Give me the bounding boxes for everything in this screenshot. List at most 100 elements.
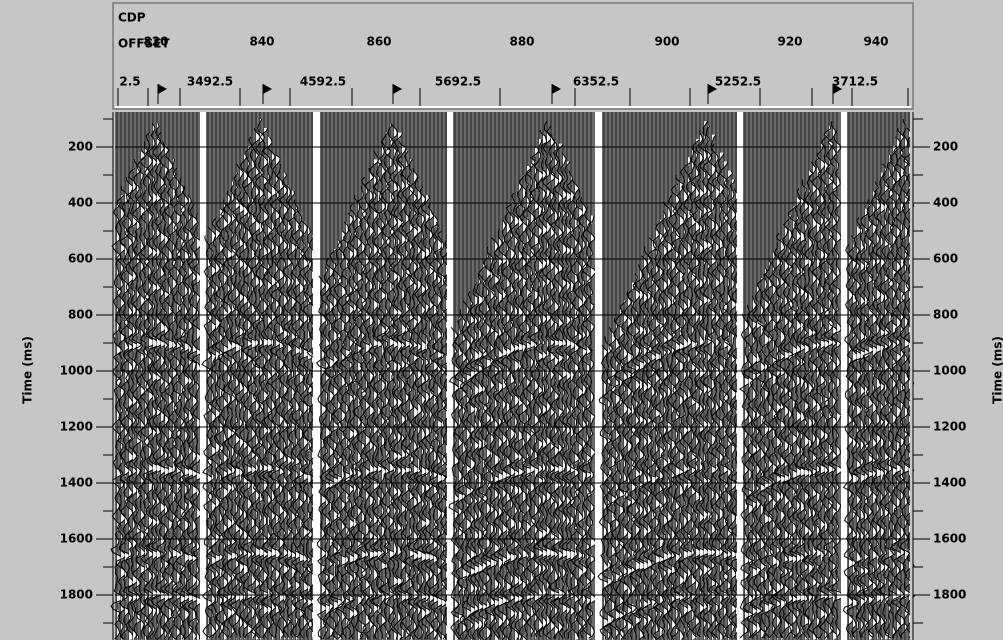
trace-wiggle xyxy=(903,127,916,639)
trace-wiggle xyxy=(336,230,349,640)
trace-fill xyxy=(660,219,666,640)
trace-wiggle xyxy=(388,123,400,640)
trace-wiggle xyxy=(154,132,168,640)
trace-wiggle xyxy=(269,154,283,638)
trace-wiggle xyxy=(316,275,329,640)
trace-wiggle xyxy=(750,286,765,639)
trace-wiggle xyxy=(822,125,836,640)
trace-fill xyxy=(161,132,167,640)
trace-wiggle xyxy=(552,143,566,639)
trace-wiggle xyxy=(407,168,421,640)
trace-wiggle xyxy=(210,217,223,638)
trace-wiggle xyxy=(237,154,250,639)
trace-wiggle xyxy=(484,246,498,640)
trace-wiggle xyxy=(302,226,315,638)
trace-fill xyxy=(789,215,795,640)
trace-fill xyxy=(833,121,838,640)
trace-fill xyxy=(459,318,465,640)
trace-wiggle xyxy=(528,147,542,638)
trace-wiggle xyxy=(395,141,409,640)
trace-fill xyxy=(475,282,481,640)
trace-fill xyxy=(487,255,493,640)
trace-fill xyxy=(177,168,183,640)
trace-wiggle xyxy=(393,132,404,640)
trace-wiggle xyxy=(826,121,839,638)
trace-fill xyxy=(757,287,763,640)
offset-tick-label: 4592.5 xyxy=(300,75,346,89)
trace-fill xyxy=(252,136,258,640)
trace-wiggle xyxy=(739,313,752,639)
trace-wiggle xyxy=(650,228,663,640)
trace-fill xyxy=(853,235,859,640)
offset-label: OFFSET xyxy=(118,37,170,51)
trace-wiggle xyxy=(629,273,643,640)
y-tick-label-right: 1000 xyxy=(933,364,966,378)
y-tick-label: 1000 xyxy=(60,364,93,378)
cdp-tick-label: 900 xyxy=(654,35,679,49)
trace-fill xyxy=(704,121,710,640)
trace-wiggle xyxy=(811,152,824,639)
trace-wiggle xyxy=(819,134,831,639)
trace-wiggle xyxy=(298,217,311,638)
trace-fill xyxy=(591,215,597,640)
flag xyxy=(833,84,842,94)
y-tick-label: 1600 xyxy=(60,532,93,546)
axes: 820 840 860 880 900 920 940 2.5 3492.5 4592.5 5692… xyxy=(60,35,966,640)
trace-fill xyxy=(272,145,278,640)
offset-tick-label: 3712.5 xyxy=(832,75,878,89)
trace-wiggle xyxy=(415,185,429,640)
trace-wiggle xyxy=(488,237,502,640)
trace-fill xyxy=(745,313,751,640)
trace-fill xyxy=(149,132,155,640)
trace-fill xyxy=(523,175,529,640)
trace-wiggle xyxy=(895,127,907,639)
trace-wiggle xyxy=(468,282,482,640)
trace-fill xyxy=(519,183,525,640)
trace-wiggle xyxy=(867,190,880,639)
cdp-tick-label: 820 xyxy=(143,35,168,49)
trace-wiggle xyxy=(556,152,570,639)
y-tick-label-right: 400 xyxy=(933,196,958,210)
cdp-tick-label: 860 xyxy=(366,35,391,49)
trace-wiggle xyxy=(520,165,534,638)
trace-fill xyxy=(668,201,674,640)
y-tick-label: 200 xyxy=(68,140,93,154)
trace-wiggle xyxy=(363,168,377,640)
trace-wiggle xyxy=(399,150,413,640)
trace-fill xyxy=(563,152,569,640)
trace-fill xyxy=(264,127,270,640)
trace-wiggle xyxy=(376,141,388,640)
trace-fill xyxy=(608,336,614,640)
trace-wiggle xyxy=(221,190,235,638)
trace-fill xyxy=(390,123,396,640)
trace-wiggle xyxy=(625,282,639,640)
trace-wiggle xyxy=(564,170,578,639)
trace-fill xyxy=(350,213,356,640)
trace-fill xyxy=(805,179,811,640)
trace-wiggle xyxy=(665,192,678,640)
trace-wiggle xyxy=(435,230,449,640)
trace-wiggle xyxy=(456,309,470,640)
trace-fill xyxy=(300,208,306,640)
trace-wiggle xyxy=(685,147,698,638)
trace-fill xyxy=(157,123,163,640)
trace-wiggle xyxy=(601,336,615,640)
trace-wiggle xyxy=(201,235,215,638)
trace-wiggle xyxy=(110,203,124,640)
trace-fill xyxy=(857,226,863,640)
trace-wiggle xyxy=(186,203,200,640)
trace-fill xyxy=(499,228,505,640)
trace-fill xyxy=(362,186,368,640)
trace-wiggle xyxy=(641,246,655,640)
trace-fill xyxy=(330,257,336,640)
trace-wiggle xyxy=(609,318,623,640)
trace-fill xyxy=(777,242,783,640)
trace-wiggle xyxy=(722,170,734,639)
trace-wiggle xyxy=(794,188,808,639)
trace-wiggle xyxy=(135,150,147,640)
trace-wiggle xyxy=(419,195,433,640)
trace-wiggle xyxy=(175,177,187,640)
trace-wiggle xyxy=(213,208,227,638)
trace-wiggle xyxy=(883,154,896,639)
trace-wiggle xyxy=(355,186,369,640)
